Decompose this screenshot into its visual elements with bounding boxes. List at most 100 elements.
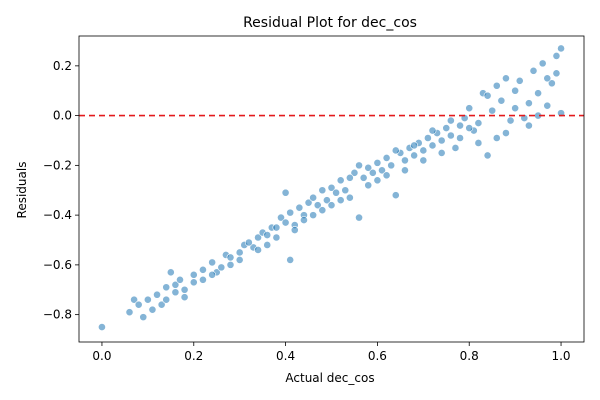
data-point: [456, 134, 464, 142]
data-point: [290, 226, 299, 234]
data-point: [401, 166, 409, 175]
data-point: [166, 268, 175, 277]
data-point: [529, 66, 538, 75]
data-point: [226, 253, 235, 262]
data-point: [208, 258, 217, 267]
x-tick-label: 0.4: [276, 349, 295, 363]
data-point: [488, 106, 497, 115]
data-point: [474, 119, 483, 127]
data-point: [263, 231, 272, 239]
data-point: [424, 134, 432, 142]
y-axis-label: Residuals: [15, 162, 29, 219]
data-point: [355, 213, 363, 222]
data-point: [474, 139, 483, 147]
data-point: [502, 74, 510, 83]
data-point: [162, 283, 171, 292]
data-point: [235, 248, 244, 257]
data-point: [281, 188, 290, 197]
data-point: [153, 290, 161, 299]
data-point: [391, 191, 400, 200]
data-point: [511, 104, 520, 113]
data-point: [456, 121, 464, 130]
data-point: [502, 129, 510, 137]
scatter-points: [98, 44, 565, 331]
data-point: [552, 69, 561, 78]
y-tick-label: 0.0: [53, 109, 72, 123]
chart-title: Residual Plot for dec_cos: [243, 15, 417, 31]
data-point: [263, 241, 272, 249]
data-point: [189, 278, 198, 287]
data-point: [364, 181, 373, 190]
data-point: [323, 196, 331, 205]
data-point: [497, 96, 506, 105]
data-point: [199, 275, 207, 284]
data-point: [350, 168, 359, 177]
y-tick-label: −0.8: [43, 308, 72, 322]
data-point: [437, 136, 446, 145]
data-point: [401, 156, 409, 165]
data-point: [355, 161, 363, 170]
data-point: [446, 131, 455, 140]
data-point: [300, 216, 308, 224]
data-point: [336, 196, 345, 205]
data-point: [387, 161, 396, 170]
data-point: [217, 263, 226, 272]
data-point: [336, 176, 345, 185]
data-point: [134, 300, 143, 309]
x-axis-ticks: 0.0 0.2 0.4 0.6 0.8 1.0: [92, 342, 571, 363]
data-point: [157, 300, 166, 309]
data-point: [382, 171, 391, 180]
data-point: [277, 213, 285, 222]
data-point: [180, 285, 189, 294]
data-point: [139, 313, 148, 322]
data-point: [254, 246, 262, 254]
data-point: [254, 233, 262, 242]
data-point: [483, 91, 492, 100]
data-point: [318, 186, 327, 195]
data-point: [226, 260, 235, 269]
data-point: [465, 124, 474, 132]
data-point: [391, 146, 400, 155]
data-point: [483, 151, 492, 160]
data-point: [368, 168, 377, 177]
axes-frame: [78, 35, 585, 343]
data-point: [309, 211, 318, 220]
y-tick-label: 0.2: [53, 59, 72, 73]
data-point: [345, 193, 354, 202]
data-point: [318, 206, 327, 215]
x-tick-label: 1.0: [551, 349, 570, 363]
data-point: [378, 166, 386, 175]
data-point: [281, 218, 290, 227]
data-point: [419, 156, 428, 165]
data-point: [515, 76, 524, 85]
data-point: [543, 74, 552, 83]
data-point: [525, 99, 533, 108]
x-tick-label: 0.6: [368, 349, 387, 363]
x-tick-label: 0.0: [92, 349, 111, 363]
data-point: [327, 201, 336, 210]
data-point: [176, 275, 184, 284]
data-point: [410, 151, 419, 160]
x-tick-label: 0.8: [460, 349, 479, 363]
data-point: [295, 203, 304, 212]
data-point: [143, 295, 152, 304]
data-point: [557, 44, 565, 53]
data-point: [286, 255, 295, 264]
data-point: [419, 146, 428, 155]
data-point: [492, 134, 501, 142]
data-point: [125, 308, 134, 317]
data-point: [410, 141, 419, 150]
data-point: [148, 305, 157, 314]
data-point: [442, 124, 451, 132]
data-point: [332, 188, 340, 197]
data-point: [199, 265, 207, 274]
data-point: [543, 101, 552, 110]
data-point: [359, 173, 368, 182]
data-point: [327, 183, 336, 192]
data-point: [313, 201, 322, 210]
data-point: [382, 153, 391, 162]
data-point: [309, 193, 318, 202]
data-point: [235, 255, 244, 264]
data-point: [465, 104, 474, 113]
